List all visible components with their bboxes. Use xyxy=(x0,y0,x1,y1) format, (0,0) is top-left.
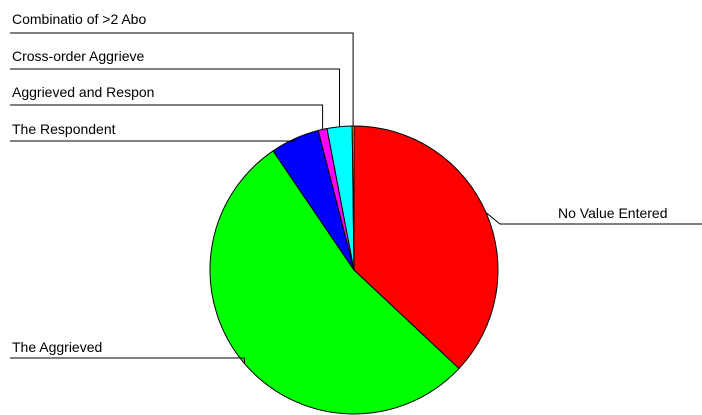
leader-line-0 xyxy=(485,212,702,225)
slice-labels: No Value Entered The Aggrieved The Respond… xyxy=(12,11,667,355)
slice-label: The Respondent xyxy=(12,121,116,137)
leader-lines xyxy=(10,32,702,364)
leader-line-3 xyxy=(10,104,324,130)
leader-line-4 xyxy=(10,68,340,127)
slice-label: Cross-order Aggrieve xyxy=(12,48,144,64)
leader-line-5 xyxy=(10,32,354,126)
slice-label: The Aggrieved xyxy=(12,339,102,355)
slice-label: No Value Entered xyxy=(558,205,667,221)
slice-label: Combinatio of >2 Abo xyxy=(12,11,146,27)
pie-slice-no-value-entered xyxy=(353,125,499,370)
leader-line-1 xyxy=(10,357,245,364)
slice-label: Aggrieved and Respon xyxy=(12,84,154,100)
leader-line-2 xyxy=(10,138,296,142)
pie-slices xyxy=(209,125,499,415)
pie-slice-combinatio-of-2-abo xyxy=(351,125,355,271)
